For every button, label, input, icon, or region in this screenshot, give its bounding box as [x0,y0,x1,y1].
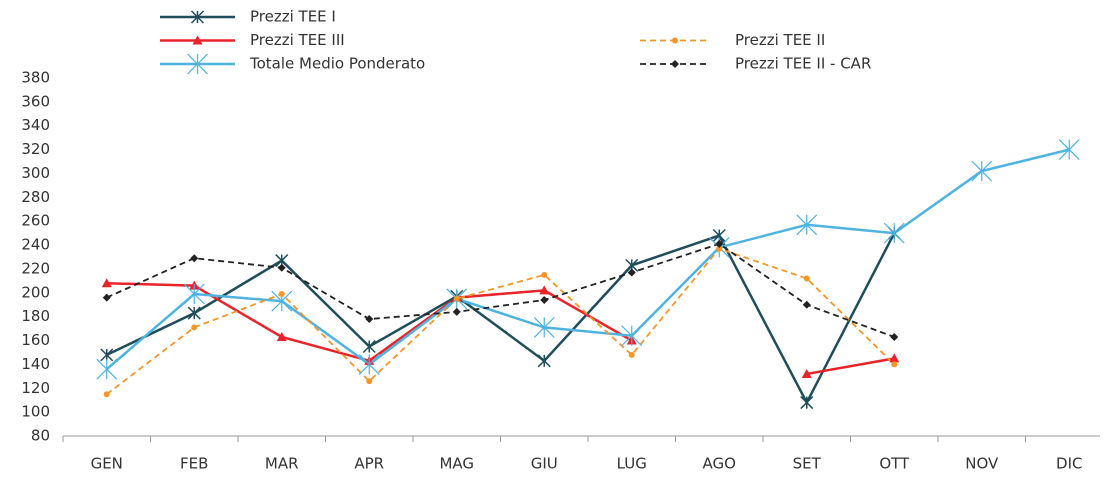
marker [800,396,814,410]
marker [890,332,899,341]
y-tick-label: 160 [21,331,50,349]
marker [533,316,555,338]
y-tick-label: 380 [21,69,50,87]
legend-label: Prezzi TEE III [250,31,345,49]
y-tick-label: 260 [21,212,50,230]
marker [672,37,678,44]
marker [801,368,812,378]
marker [101,278,112,288]
y-tick-label: 320 [21,140,50,158]
marker [671,60,679,68]
marker [716,245,723,252]
marker [190,254,199,263]
y-tick-label: 360 [21,92,50,110]
marker [802,300,811,309]
marker [621,325,643,347]
marker [541,271,548,278]
marker [187,306,201,320]
x-tick-label: MAG [439,455,474,473]
x-tick-label: SET [793,455,822,473]
y-tick-label: 80 [31,427,50,445]
x-tick-label: MAR [265,455,299,473]
y-tick-label: 100 [21,403,50,421]
marker [540,295,549,304]
x-tick-label: FEB [180,455,208,473]
marker [1058,139,1080,161]
y-tick-label: 300 [21,164,50,182]
x-tick-label: NOV [965,455,999,473]
marker [191,324,198,331]
legend-label: Totale Medio Ponderato [249,55,425,73]
marker [96,358,118,380]
marker [452,307,461,316]
y-tick-label: 220 [21,259,50,277]
x-tick-label: DIC [1056,455,1082,473]
marker [365,315,374,324]
legend-label: Prezzi TEE II [735,31,825,49]
marker [889,353,900,363]
marker [183,283,205,305]
series-line [106,232,896,406]
x-tick-label: LUG [617,455,647,473]
marker [796,214,818,236]
y-tick-label: 180 [21,307,50,325]
marker [803,275,810,282]
marker [366,378,373,385]
marker [276,331,287,341]
x-tick-label: APR [354,455,384,473]
marker [453,295,460,302]
legend-label: Prezzi TEE II - CAR [735,55,871,73]
series-line [106,247,895,395]
marker [187,53,208,75]
series-line [106,242,895,338]
legend-label: Prezzi TEE I [250,8,336,26]
marker [715,239,724,248]
marker [278,290,285,297]
marker [358,353,380,375]
x-tick-label: GEN [91,455,123,473]
marker [103,391,110,398]
marker [277,263,286,272]
marker [362,339,376,354]
marker [883,222,905,244]
x-tick-label: OTT [879,455,910,473]
x-tick-label: AGO [703,455,736,473]
marker [192,35,203,45]
y-tick-label: 120 [21,379,50,397]
x-tick-label: GIU [531,455,558,473]
marker [100,348,114,362]
marker [539,285,550,295]
series-line [105,148,1070,371]
marker [190,10,205,24]
marker [102,293,111,302]
y-tick-label: 140 [21,355,50,373]
marker [971,160,993,182]
marker [628,351,635,358]
y-tick-label: 200 [21,283,50,301]
marker [537,354,551,368]
y-tick-label: 340 [21,116,50,134]
y-tick-label: 280 [21,188,50,206]
y-tick-label: 240 [21,236,50,254]
marker [891,361,898,368]
marker [627,268,636,277]
